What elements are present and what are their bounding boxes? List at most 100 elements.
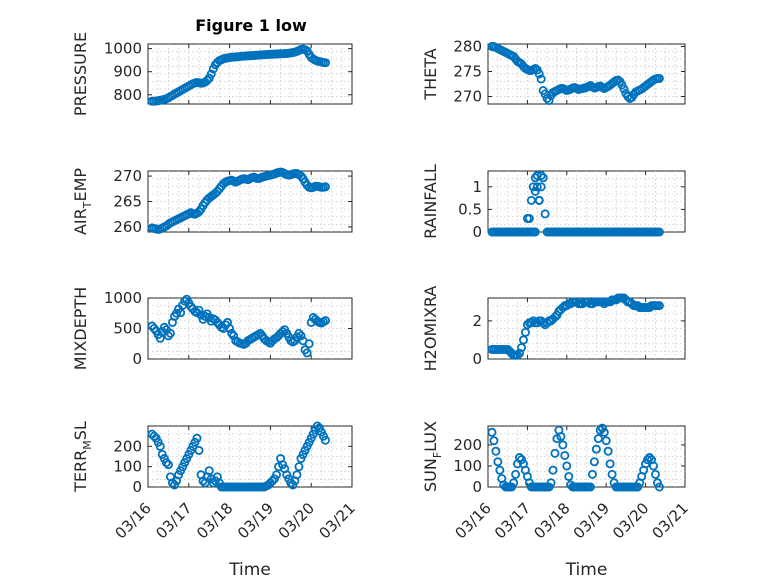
data-point <box>560 450 570 460</box>
x-tick-label: 03/21 <box>316 499 359 542</box>
y-tick-label: 270 <box>113 167 142 185</box>
data-point <box>536 182 546 192</box>
y-tick-label: 0 <box>132 350 142 368</box>
data-point <box>515 453 525 463</box>
data-point <box>593 434 603 444</box>
axes-top-left: 800 900 1000 PRESSURE <box>71 32 353 116</box>
data-point <box>202 75 212 85</box>
data-point <box>304 339 314 349</box>
data-point <box>320 316 330 326</box>
data-point <box>585 482 595 492</box>
y-tick-label: 1000 <box>104 40 142 58</box>
data-point <box>643 455 653 465</box>
axes-top-right: 270 275 280 THETA <box>421 38 686 106</box>
data-point <box>312 421 322 431</box>
data-point <box>155 441 165 451</box>
data-point <box>194 305 204 315</box>
data-point <box>556 432 566 442</box>
x-axis-label: Time <box>565 560 608 580</box>
data-point <box>513 350 523 360</box>
data-point <box>591 444 601 454</box>
data-point <box>302 348 312 358</box>
data-point <box>650 469 660 479</box>
x-tick-label: 03/17 <box>152 499 195 542</box>
data-point <box>511 469 521 479</box>
data-point <box>225 323 235 333</box>
data-point <box>208 478 218 488</box>
data-point <box>641 459 651 469</box>
x-tick-label: 03/19 <box>570 499 613 542</box>
data-point <box>536 74 546 84</box>
y-tick-label: 0 <box>472 478 482 496</box>
y-tick-label: 270 <box>453 88 482 106</box>
data-point <box>509 478 519 488</box>
data-point <box>589 457 599 467</box>
data-point <box>536 171 546 181</box>
axes-row2-left: 260 265 270 AIRTEMP <box>71 167 353 236</box>
data-point <box>495 465 505 475</box>
data-point <box>654 74 664 84</box>
data-point <box>601 436 611 446</box>
data-point <box>654 227 664 237</box>
series-points <box>147 167 330 234</box>
data-point <box>607 469 617 479</box>
y-tick-label: 200 <box>453 436 482 454</box>
y-tick-label: 0 <box>472 350 482 368</box>
data-point <box>489 436 499 446</box>
data-point <box>192 433 202 443</box>
data-point <box>652 478 662 488</box>
data-point <box>206 69 216 79</box>
y-tick-label: 200 <box>113 437 142 455</box>
x-axis-label: Time <box>228 560 271 580</box>
data-point <box>163 460 173 470</box>
series-points <box>487 171 664 237</box>
data-point <box>294 462 304 472</box>
data-point <box>267 476 277 486</box>
x-tick-label: 03/18 <box>530 499 573 542</box>
y-axis-label: THETA <box>421 48 440 100</box>
data-point <box>229 331 239 341</box>
y-tick-label: 1 <box>472 178 482 196</box>
data-point <box>587 469 597 479</box>
y-tick-label: 0.5 <box>458 200 482 218</box>
data-point <box>550 448 560 458</box>
x-tick-label: 03/20 <box>275 499 318 542</box>
y-tick-label: 260 <box>113 218 142 236</box>
data-point <box>654 301 664 311</box>
y-tick-label: 275 <box>453 63 482 81</box>
axes-row2-right: 0 0.5 1 RAINFALL <box>421 164 686 241</box>
y-tick-label: 100 <box>453 457 482 475</box>
y-tick-label: 100 <box>113 458 142 476</box>
data-point <box>540 209 550 219</box>
series-points <box>487 423 664 492</box>
data-point <box>599 427 609 437</box>
x-tick-label: 03/21 <box>649 499 692 542</box>
data-point <box>491 446 501 456</box>
y-tick-label: 0 <box>132 478 142 496</box>
y-axis-label: SUNFLUX <box>421 421 444 492</box>
x-tick-label: 03/18 <box>193 499 236 542</box>
series-points <box>147 294 330 358</box>
data-point <box>540 89 550 99</box>
data-point <box>564 471 574 481</box>
y-tick-label: 0 <box>472 223 482 241</box>
data-point <box>165 328 175 338</box>
data-point <box>493 457 503 467</box>
data-point <box>487 427 497 437</box>
data-point <box>530 227 540 237</box>
series-points <box>487 42 664 106</box>
data-point <box>597 423 607 433</box>
data-point <box>645 453 655 463</box>
y-tick-label: 500 <box>113 320 142 338</box>
y-axis-label: AIRTEMP <box>71 168 94 235</box>
data-point <box>524 213 534 223</box>
data-point <box>544 96 554 106</box>
data-point <box>544 482 554 492</box>
data-point <box>194 445 204 455</box>
y-tick-label: 1000 <box>104 289 142 307</box>
data-point <box>538 173 548 183</box>
data-point <box>526 318 536 328</box>
